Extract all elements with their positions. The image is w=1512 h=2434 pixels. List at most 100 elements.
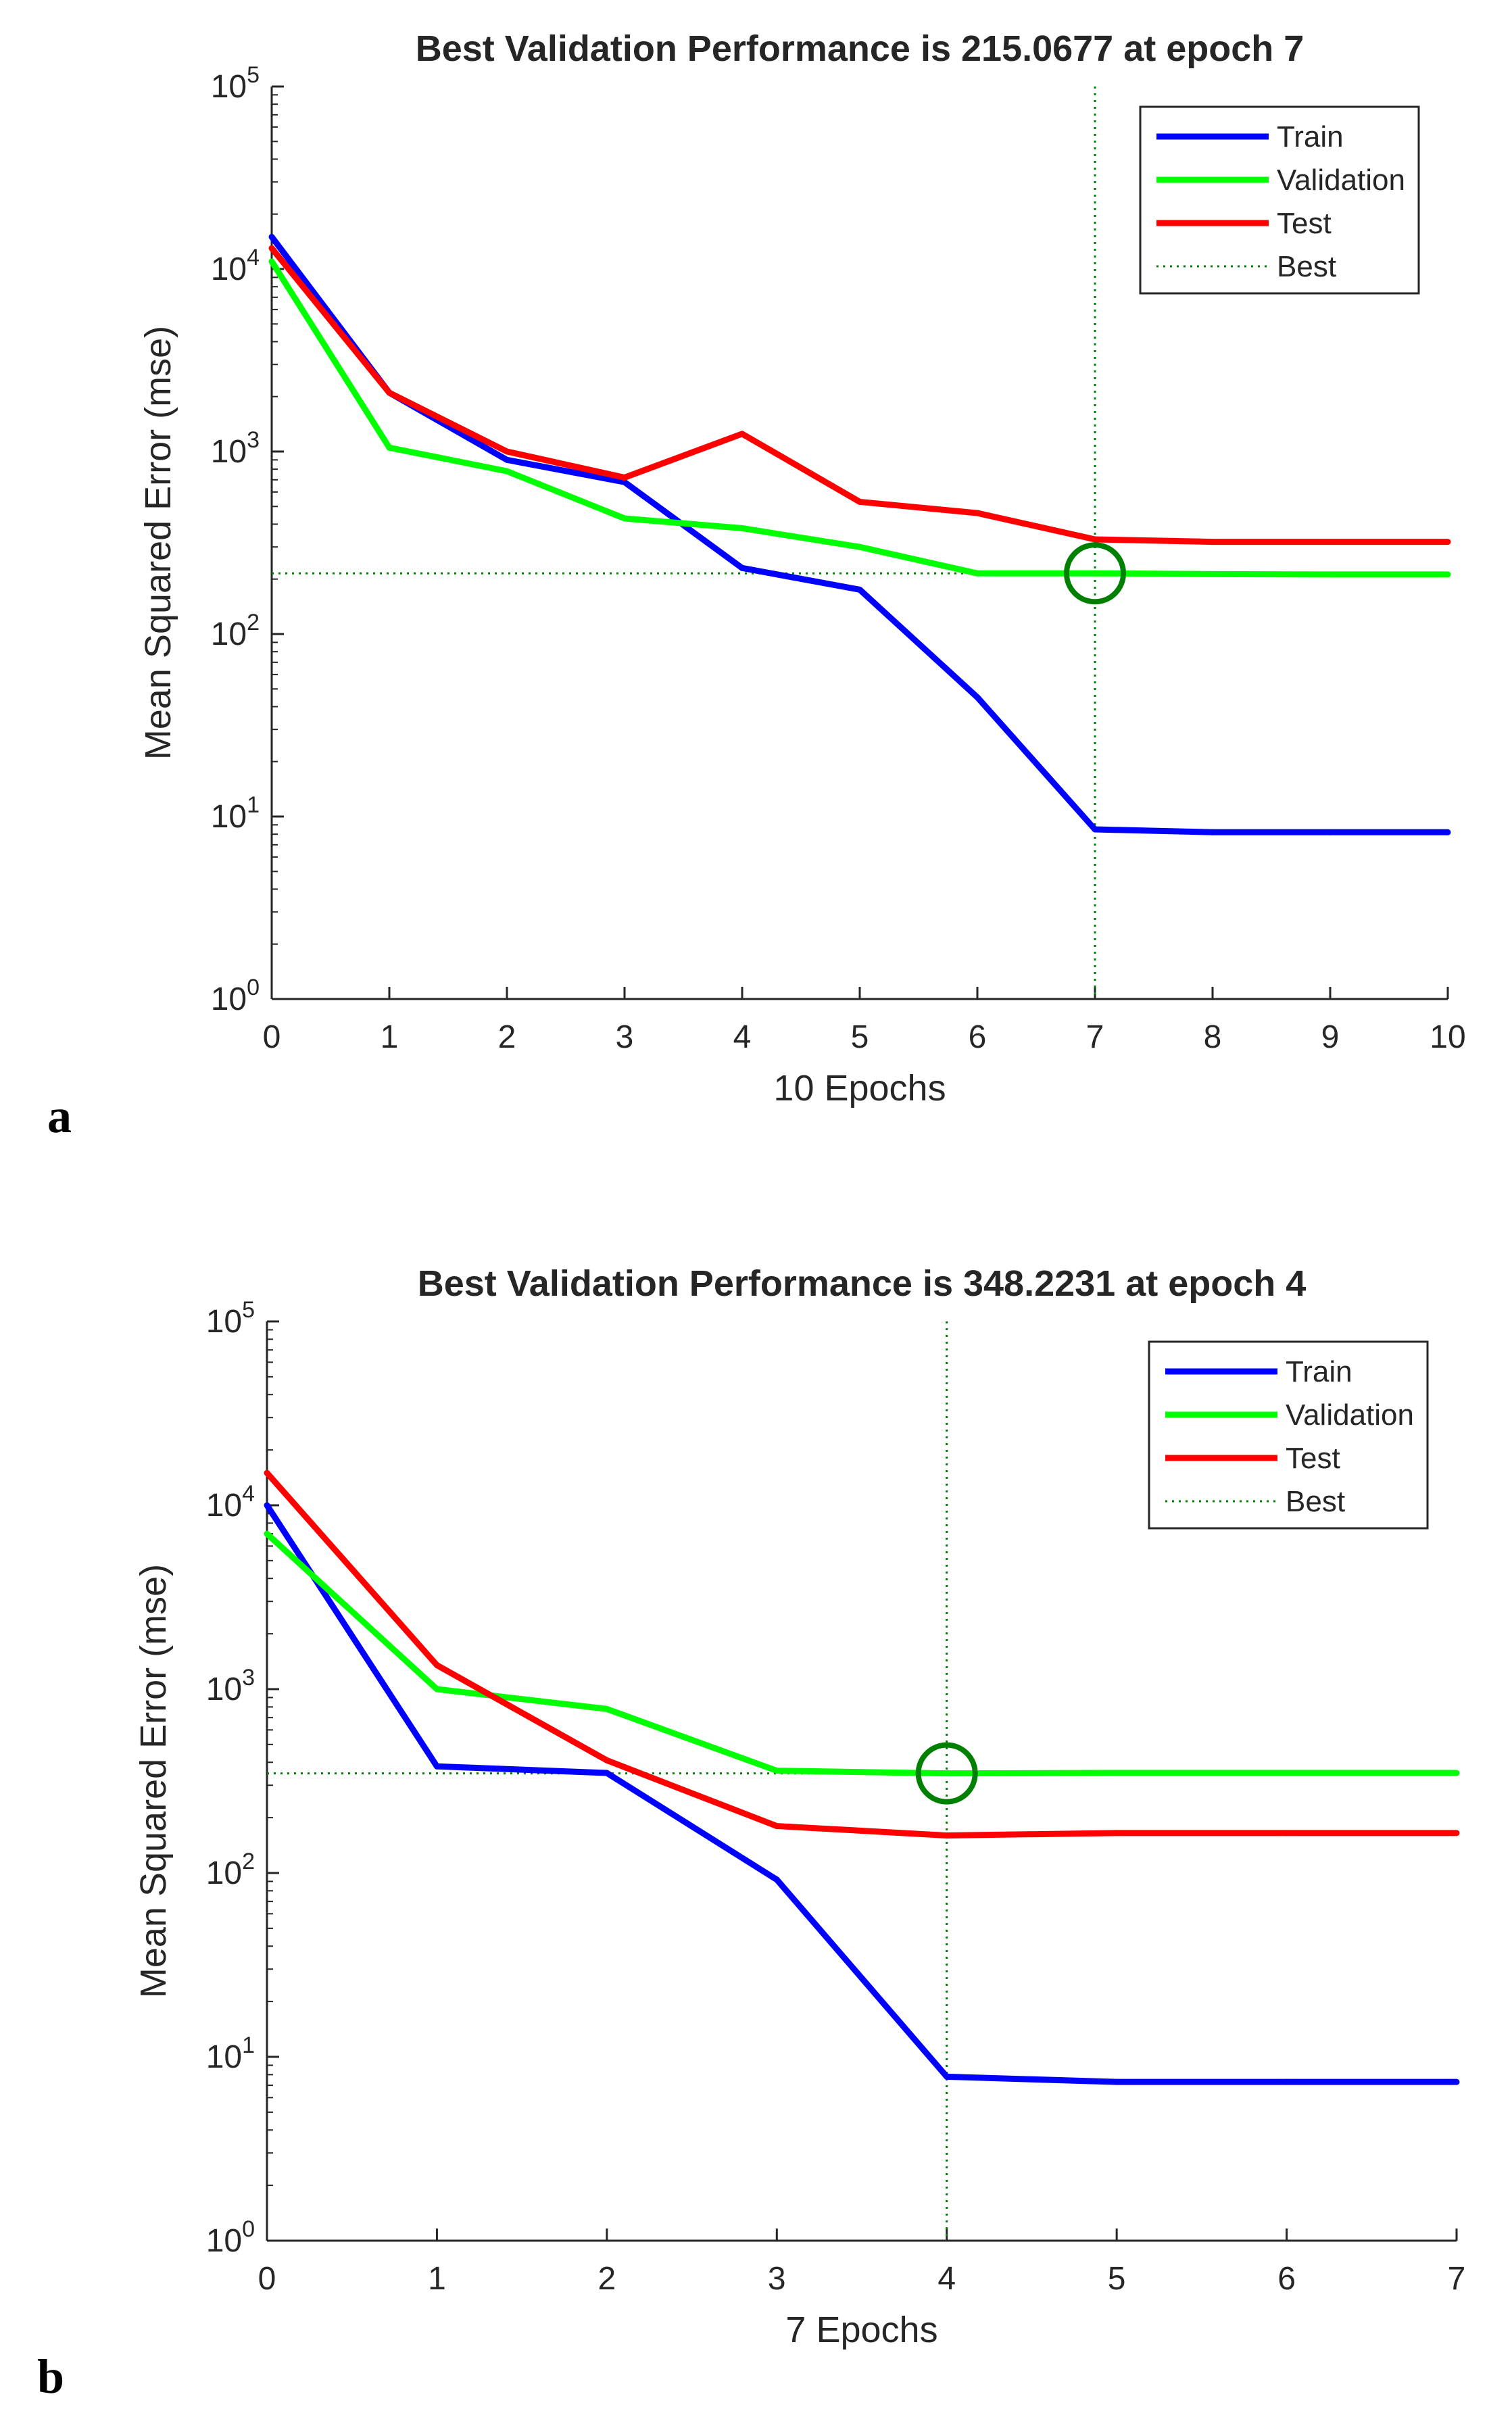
x-tick-label: 7: [1448, 2261, 1466, 2297]
data-point-validation: [773, 1768, 780, 1774]
legend: Train Validation Test Best: [1139, 105, 1420, 295]
y-axis-label: Mean Squared Error (mse): [138, 326, 178, 760]
data-point-test: [604, 1757, 610, 1763]
data-point-validation: [1284, 1770, 1290, 1776]
y-tick-label: 100: [211, 975, 260, 1017]
series-line-train: [264, 1503, 1457, 2085]
data-point-train: [944, 2073, 950, 2080]
y-tick-exponent: 5: [242, 1297, 255, 1323]
data-point-validation: [1113, 1770, 1120, 1776]
data-point-test: [504, 448, 510, 455]
y-tick-base: 10: [211, 799, 247, 835]
x-tick-label: 0: [263, 1019, 281, 1055]
data-point-train: [621, 479, 628, 485]
data-point-test: [739, 431, 746, 437]
x-tick-label: 4: [733, 1019, 752, 1055]
legend-label-test: Test: [1277, 207, 1332, 240]
y-tick-exponent: 0: [242, 2216, 255, 2242]
legend-label-best: Best: [1277, 250, 1336, 283]
data-point-test: [1113, 1830, 1120, 1836]
y-tick-label: 101: [211, 792, 260, 835]
x-tick-label: 6: [1277, 2261, 1296, 2297]
data-point-test: [1209, 539, 1216, 545]
y-tick-base: 10: [206, 1672, 242, 1707]
legend: Train Validation Test Best: [1148, 1340, 1429, 1530]
data-point-validation: [386, 444, 393, 451]
data-point-test: [264, 1469, 270, 1476]
legend-label-validation: Validation: [1286, 1398, 1414, 1432]
y-tick-label: 104: [211, 245, 260, 287]
y-tick-exponent: 3: [242, 1665, 255, 1690]
data-point-test: [268, 245, 275, 251]
y-tick-label: 102: [211, 610, 260, 652]
data-point-test: [1092, 536, 1098, 543]
x-tick-label: 3: [768, 2261, 786, 2297]
y-tick-label: 103: [206, 1665, 255, 1707]
y-tick-label: 101: [206, 2033, 255, 2075]
data-point-validation: [433, 1686, 440, 1693]
y-tick-base: 10: [206, 1488, 242, 1524]
data-point-train: [1327, 829, 1334, 835]
y-tick-base: 10: [211, 981, 247, 1017]
x-axis-label: 7 Epochs: [785, 2310, 937, 2350]
data-point-train: [264, 1502, 270, 1509]
y-tick-base: 10: [211, 616, 247, 652]
data-point-train: [773, 1876, 780, 1883]
chart-title: Best Validation Performance is 215.0677 …: [416, 28, 1304, 69]
data-point-train: [974, 694, 981, 701]
data-point-validation: [1092, 570, 1098, 577]
data-point-train: [1092, 826, 1098, 833]
y-tick-base: 10: [206, 2039, 242, 2075]
data-point-validation: [604, 1705, 610, 1712]
panel-letter: b: [37, 2350, 64, 2404]
data-point-validation: [856, 543, 863, 550]
data-point-train: [1209, 829, 1216, 835]
data-point-train: [504, 456, 510, 463]
data-point-validation: [1327, 571, 1334, 578]
x-tick-label: 1: [428, 2261, 446, 2297]
data-point-train: [856, 586, 863, 593]
data-point-test: [944, 1832, 950, 1839]
data-point-validation: [944, 1770, 950, 1777]
legend-label-best: Best: [1286, 1485, 1345, 1518]
data-point-train: [604, 1770, 610, 1776]
y-tick-label: 105: [211, 62, 260, 105]
data-point-validation: [264, 1530, 270, 1537]
y-tick-base: 10: [211, 251, 247, 287]
y-tick-base: 10: [206, 1304, 242, 1340]
data-point-train: [739, 564, 746, 571]
data-point-train: [433, 1763, 440, 1770]
data-point-test: [386, 389, 393, 396]
data-point-test: [433, 1662, 440, 1669]
data-point-test: [856, 498, 863, 505]
data-point-test: [974, 510, 981, 516]
data-point-validation: [1444, 571, 1451, 578]
data-point-validation: [739, 525, 746, 531]
y-tick-exponent: 2: [242, 1849, 255, 1874]
data-point-test: [621, 474, 628, 481]
data-point-validation: [1453, 1770, 1460, 1776]
legend-label-train: Train: [1286, 1355, 1352, 1388]
x-axis-label: 10 Epochs: [773, 1068, 946, 1109]
y-tick-label: 102: [206, 1849, 255, 1891]
y-axis-label: Mean Squared Error (mse): [133, 1564, 174, 1998]
data-point-validation: [268, 258, 275, 265]
legend-label-test: Test: [1286, 1442, 1340, 1475]
x-tick-label: 6: [969, 1019, 987, 1055]
y-tick-exponent: 5: [247, 62, 260, 88]
y-tick-exponent: 4: [247, 245, 260, 270]
data-point-test: [1444, 539, 1451, 545]
data-point-test: [1453, 1830, 1460, 1836]
y-tick-base: 10: [211, 434, 247, 470]
data-point-test: [1327, 539, 1334, 545]
series-line-validation: [264, 1531, 1457, 1777]
y-tick-label: 103: [211, 427, 260, 470]
y-tick-base: 10: [206, 2223, 242, 2259]
x-tick-label: 4: [937, 2261, 956, 2297]
data-point-train: [1284, 2078, 1290, 2085]
x-tick-label: 1: [381, 1019, 399, 1055]
series-line-test: [264, 1471, 1457, 1839]
data-point-validation: [621, 515, 628, 522]
